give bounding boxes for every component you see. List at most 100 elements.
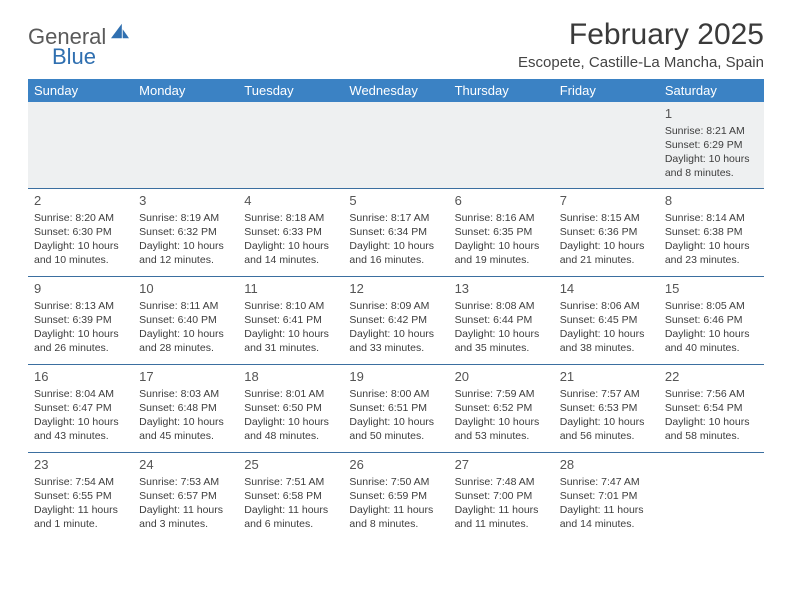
- daylight-text: Daylight: 11 hours and 11 minutes.: [455, 503, 548, 531]
- calendar-cell: 27Sunrise: 7:48 AMSunset: 7:00 PMDayligh…: [449, 453, 554, 541]
- sunrise-text: Sunrise: 8:19 AM: [139, 211, 232, 225]
- calendar-table: Sunday Monday Tuesday Wednesday Thursday…: [28, 79, 764, 541]
- sunrise-text: Sunrise: 7:54 AM: [34, 475, 127, 489]
- daylight-text: Daylight: 10 hours and 45 minutes.: [139, 415, 232, 443]
- sunrise-text: Sunrise: 8:09 AM: [349, 299, 442, 313]
- calendar-week: 9Sunrise: 8:13 AMSunset: 6:39 PMDaylight…: [28, 277, 764, 365]
- calendar-cell: [28, 102, 133, 189]
- brand-word2: Blue: [52, 44, 96, 70]
- calendar-cell: 2Sunrise: 8:20 AMSunset: 6:30 PMDaylight…: [28, 189, 133, 277]
- day-number: 23: [34, 456, 127, 474]
- daylight-text: Daylight: 10 hours and 23 minutes.: [665, 239, 758, 267]
- sunrise-text: Sunrise: 7:56 AM: [665, 387, 758, 401]
- daylight-text: Daylight: 10 hours and 38 minutes.: [560, 327, 653, 355]
- daylight-text: Daylight: 10 hours and 35 minutes.: [455, 327, 548, 355]
- sunrise-text: Sunrise: 8:08 AM: [455, 299, 548, 313]
- sunset-text: Sunset: 7:01 PM: [560, 489, 653, 503]
- sunrise-text: Sunrise: 8:10 AM: [244, 299, 337, 313]
- sunset-text: Sunset: 6:53 PM: [560, 401, 653, 415]
- brand-text: General Blue: [28, 24, 133, 50]
- daylight-text: Daylight: 11 hours and 14 minutes.: [560, 503, 653, 531]
- sunset-text: Sunset: 6:46 PM: [665, 313, 758, 327]
- page-title: February 2025: [518, 18, 764, 52]
- sunset-text: Sunset: 6:41 PM: [244, 313, 337, 327]
- day-number: 16: [34, 368, 127, 386]
- day-number: 4: [244, 192, 337, 210]
- daylight-text: Daylight: 11 hours and 1 minute.: [34, 503, 127, 531]
- col-saturday: Saturday: [659, 79, 764, 102]
- sunrise-text: Sunrise: 8:06 AM: [560, 299, 653, 313]
- daylight-text: Daylight: 10 hours and 19 minutes.: [455, 239, 548, 267]
- calendar-page: General Blue February 2025 Escopete, Cas…: [0, 0, 792, 541]
- calendar-cell: 5Sunrise: 8:17 AMSunset: 6:34 PMDaylight…: [343, 189, 448, 277]
- sunset-text: Sunset: 6:30 PM: [34, 225, 127, 239]
- day-number: 3: [139, 192, 232, 210]
- calendar-cell: [659, 453, 764, 541]
- sunset-text: Sunset: 6:35 PM: [455, 225, 548, 239]
- day-number: 14: [560, 280, 653, 298]
- day-number: 12: [349, 280, 442, 298]
- day-number: 17: [139, 368, 232, 386]
- daylight-text: Daylight: 11 hours and 3 minutes.: [139, 503, 232, 531]
- sunrise-text: Sunrise: 8:15 AM: [560, 211, 653, 225]
- sunset-text: Sunset: 7:00 PM: [455, 489, 548, 503]
- sunrise-text: Sunrise: 8:04 AM: [34, 387, 127, 401]
- daylight-text: Daylight: 10 hours and 14 minutes.: [244, 239, 337, 267]
- daylight-text: Daylight: 10 hours and 58 minutes.: [665, 415, 758, 443]
- calendar-header-row: Sunday Monday Tuesday Wednesday Thursday…: [28, 79, 764, 102]
- calendar-cell: 6Sunrise: 8:16 AMSunset: 6:35 PMDaylight…: [449, 189, 554, 277]
- sunset-text: Sunset: 6:39 PM: [34, 313, 127, 327]
- brand-logo: General Blue: [28, 18, 133, 50]
- calendar-cell: [554, 102, 659, 189]
- daylight-text: Daylight: 11 hours and 8 minutes.: [349, 503, 442, 531]
- daylight-text: Daylight: 10 hours and 10 minutes.: [34, 239, 127, 267]
- daylight-text: Daylight: 10 hours and 31 minutes.: [244, 327, 337, 355]
- calendar-week: 1Sunrise: 8:21 AMSunset: 6:29 PMDaylight…: [28, 102, 764, 189]
- calendar-cell: [449, 102, 554, 189]
- sunset-text: Sunset: 6:36 PM: [560, 225, 653, 239]
- calendar-cell: 12Sunrise: 8:09 AMSunset: 6:42 PMDayligh…: [343, 277, 448, 365]
- daylight-text: Daylight: 10 hours and 12 minutes.: [139, 239, 232, 267]
- calendar-cell: [343, 102, 448, 189]
- day-number: 2: [34, 192, 127, 210]
- sunset-text: Sunset: 6:55 PM: [34, 489, 127, 503]
- sunset-text: Sunset: 6:38 PM: [665, 225, 758, 239]
- sunset-text: Sunset: 6:34 PM: [349, 225, 442, 239]
- sunset-text: Sunset: 6:40 PM: [139, 313, 232, 327]
- sunset-text: Sunset: 6:47 PM: [34, 401, 127, 415]
- calendar-week: 2Sunrise: 8:20 AMSunset: 6:30 PMDaylight…: [28, 189, 764, 277]
- sunrise-text: Sunrise: 7:59 AM: [455, 387, 548, 401]
- sunset-text: Sunset: 6:29 PM: [665, 138, 758, 152]
- day-number: 8: [665, 192, 758, 210]
- sunrise-text: Sunrise: 7:50 AM: [349, 475, 442, 489]
- sunset-text: Sunset: 6:33 PM: [244, 225, 337, 239]
- day-number: 7: [560, 192, 653, 210]
- daylight-text: Daylight: 10 hours and 28 minutes.: [139, 327, 232, 355]
- calendar-cell: 14Sunrise: 8:06 AMSunset: 6:45 PMDayligh…: [554, 277, 659, 365]
- sunrise-text: Sunrise: 7:57 AM: [560, 387, 653, 401]
- sunset-text: Sunset: 6:50 PM: [244, 401, 337, 415]
- calendar-cell: 20Sunrise: 7:59 AMSunset: 6:52 PMDayligh…: [449, 365, 554, 453]
- day-number: 19: [349, 368, 442, 386]
- calendar-cell: 4Sunrise: 8:18 AMSunset: 6:33 PMDaylight…: [238, 189, 343, 277]
- header: General Blue February 2025 Escopete, Cas…: [28, 18, 764, 71]
- calendar-cell: 22Sunrise: 7:56 AMSunset: 6:54 PMDayligh…: [659, 365, 764, 453]
- calendar-week: 16Sunrise: 8:04 AMSunset: 6:47 PM Dayligh…: [28, 365, 764, 453]
- calendar-cell: 11Sunrise: 8:10 AMSunset: 6:41 PMDayligh…: [238, 277, 343, 365]
- daylight-text: Daylight: 10 hours and 48 minutes.: [244, 415, 337, 443]
- day-number: 21: [560, 368, 653, 386]
- sunrise-text: Sunrise: 8:03 AM: [139, 387, 232, 401]
- day-number: 9: [34, 280, 127, 298]
- calendar-cell: 18Sunrise: 8:01 AMSunset: 6:50 PMDayligh…: [238, 365, 343, 453]
- sunrise-text: Sunrise: 8:14 AM: [665, 211, 758, 225]
- calendar-cell: 23Sunrise: 7:54 AMSunset: 6:55 PMDayligh…: [28, 453, 133, 541]
- day-number: 20: [455, 368, 548, 386]
- day-number: 22: [665, 368, 758, 386]
- title-block: February 2025 Escopete, Castille-La Manc…: [518, 18, 764, 71]
- col-tuesday: Tuesday: [238, 79, 343, 102]
- daylight-text: Daylight: 10 hours and 16 minutes.: [349, 239, 442, 267]
- day-number: 6: [455, 192, 548, 210]
- sail-icon: [109, 22, 131, 40]
- daylight-text: Daylight: 10 hours and 56 minutes.: [560, 415, 653, 443]
- calendar-cell: 16Sunrise: 8:04 AMSunset: 6:47 PMDayligh…: [28, 365, 133, 453]
